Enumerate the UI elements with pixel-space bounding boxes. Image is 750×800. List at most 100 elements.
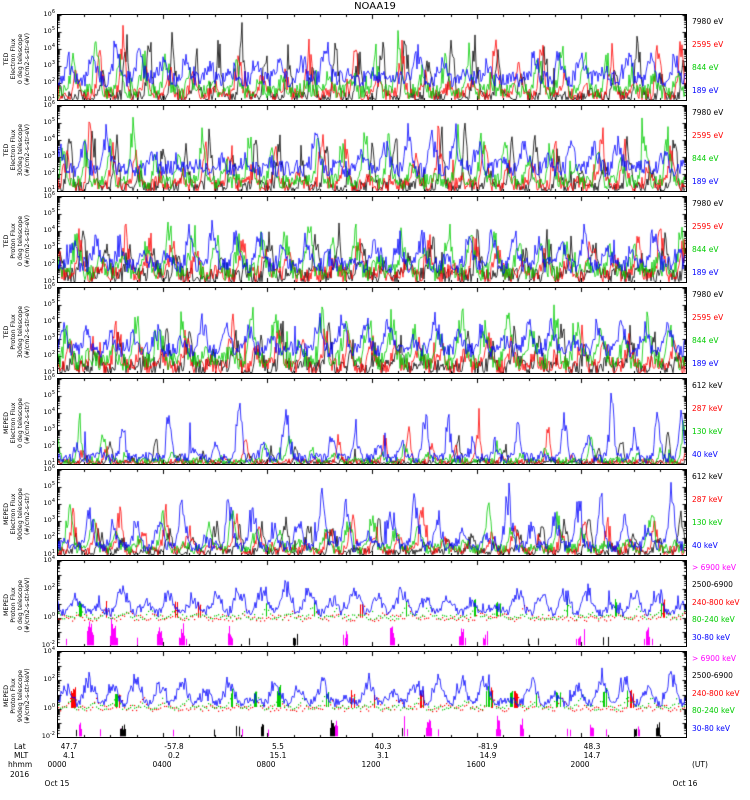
y-tick-label: 104 — [43, 225, 55, 235]
y-axis-label: MEPED Electron Flux 0 deg telescope (#/cm2-… — [0, 377, 34, 468]
y-tick-label: 105 — [43, 481, 55, 491]
y-tick-label: 105 — [43, 117, 55, 127]
mlt-value: 14.7 — [583, 751, 601, 760]
y-tick-labels: 106 105 104 103 102 101 — [34, 100, 57, 195]
legend-entry: 30-80 keV — [692, 632, 730, 642]
legend-entry: 2595 eV — [692, 222, 724, 232]
hhmm-tick: 1200 — [361, 760, 381, 769]
y-tick-label: 102 — [43, 532, 55, 542]
date-right-label: Oct 16 — [672, 779, 698, 788]
y-axis-label-line: Electron Flux — [9, 402, 17, 443]
y-axis-label-line: 0 deg telescope — [17, 579, 24, 630]
panel-ted-electron-30deg: TED Electron Flux 30deg telescope (#/cm2-s-… — [0, 100, 750, 195]
plot-canvas-ted-electron-0deg — [58, 15, 686, 100]
y-tick-label: 103 — [43, 242, 55, 252]
plot-canvas-meped-electron-90deg — [58, 470, 686, 555]
legend-entry: 240-800 keV — [692, 688, 740, 698]
y-axis-label-line: 0 deg telescope — [17, 33, 24, 84]
y-tick-label: 104 — [43, 316, 55, 326]
y-tick-labels: 106 105 104 103 102 101 — [34, 282, 57, 377]
legend-entry: 844 eV — [692, 154, 719, 164]
y-tick-label: 106 — [43, 100, 55, 110]
y-tick-label: 103 — [43, 151, 55, 161]
y-tick-label: 105 — [43, 208, 55, 218]
hhmm-tick: 1600 — [466, 760, 486, 769]
y-axis-label-line: MEPED — [2, 411, 10, 434]
y-axis-label-line: Proton Flux — [9, 586, 17, 623]
legend-entry: 7980 eV — [692, 17, 724, 26]
y-tick-label: 106 — [43, 282, 55, 292]
plot-canvas-ted-proton-30deg — [58, 288, 686, 373]
y-axis-label-line: 30deg telescope — [17, 305, 24, 358]
y-tick-label: 101 — [43, 458, 55, 468]
y-axis-label-line: (#/cm2-s-str-keV) — [24, 667, 32, 724]
y-axis-label-line: (#/cm2-s-str) — [24, 492, 32, 535]
y-axis-label-line: Proton Flux — [9, 313, 17, 350]
y-tick-labels: 104 102 100 10-2 — [34, 556, 57, 650]
y-axis-label-line: (#/cm2-s-str-eV) — [24, 214, 32, 267]
legend-entry: 844 eV — [692, 245, 719, 255]
y-tick-label: 106 — [43, 464, 55, 474]
y-axis-label-line: Electron Flux — [9, 129, 17, 170]
panel-ted-electron-0deg: TED Electron Flux 0 deg telescope (#/cm2-s-… — [0, 9, 750, 104]
y-axis-label-line: TED — [2, 52, 10, 65]
y-tick-label: 106 — [43, 9, 55, 19]
legend-entry: 7980 eV — [692, 290, 724, 299]
legend: 7980 eV 2595 eV 844 eV 189 eV — [687, 195, 749, 282]
lat-value: 40.3 — [374, 742, 392, 751]
y-axis-label-line: 90deg telescope — [17, 487, 24, 540]
y-axis-label-line: TED — [2, 143, 10, 156]
legend-entry: 240-800 keV — [692, 597, 740, 607]
mlt-value: 14.9 — [479, 751, 497, 760]
legend-entry: > 6900 keV — [692, 654, 736, 663]
y-tick-label: 100 — [43, 702, 55, 712]
y-tick-label: 106 — [43, 373, 55, 383]
hhmm-tick: 0400 — [152, 760, 172, 769]
y-axis-label-line: (#/cm2-s-str-eV) — [24, 123, 32, 176]
y-tick-label: 103 — [43, 515, 55, 525]
y-tick-label: 104 — [43, 134, 55, 144]
legend-entry: 7980 eV — [692, 108, 724, 117]
time-units-label: (UT) — [692, 760, 708, 769]
legend-entry: 2595 eV — [692, 313, 724, 323]
panel-meped-electron-0deg: MEPED Electron Flux 0 deg telescope (#/cm2-… — [0, 373, 750, 468]
legend-entry: 189 eV — [692, 268, 719, 278]
y-tick-label: 104 — [43, 646, 55, 656]
hhmm-tick: 0800 — [256, 760, 276, 769]
y-axis-label-line: MEPED — [2, 593, 10, 616]
legend-entry: 80-240 keV — [692, 706, 735, 716]
legend: > 6900 keV 2500-6900 240-800 keV 80-240 keV… — [687, 559, 749, 646]
y-tick-label: 102 — [43, 259, 55, 269]
plot-canvas-ted-proton-0deg — [58, 197, 686, 282]
y-tick-label: 102 — [43, 350, 55, 360]
mlt-row-label: MLT — [14, 751, 29, 760]
y-tick-label: 105 — [43, 26, 55, 36]
panel-meped-proton-90deg: MEPED Proton Flux 90deg telescope (#/cm2-s-… — [0, 646, 750, 741]
y-axis-label-line: MEPED — [2, 684, 10, 707]
chart-title: NOAA19 — [354, 1, 396, 12]
y-tick-labels: 104 102 100 10-2 — [34, 646, 57, 741]
y-axis-label-line: (#/cm2-s-str-eV) — [24, 305, 32, 358]
y-tick-label: 102 — [43, 77, 55, 87]
legend-entry: 844 eV — [692, 336, 719, 346]
y-axis-label-line: Electron Flux — [9, 38, 17, 79]
legend-entry: 2500-6900 — [692, 671, 733, 681]
y-tick-label: 105 — [43, 390, 55, 400]
y-tick-label: 103 — [43, 424, 55, 434]
legend: 7980 eV 2595 eV 844 eV 189 eV — [687, 13, 749, 100]
y-tick-label: 101 — [43, 367, 55, 377]
legend: 612 keV 287 keV 130 keV 40 keV — [687, 468, 749, 555]
mlt-value: 3.1 — [377, 751, 389, 760]
plot-area — [57, 14, 687, 101]
y-axis-label-line: TED — [2, 325, 10, 338]
plot-area — [57, 378, 687, 465]
legend-entry: 130 keV — [692, 518, 723, 528]
legend-entry: 40 keV — [692, 450, 718, 460]
y-tick-label: 102 — [43, 583, 55, 593]
date-left-label: Oct 15 — [44, 779, 70, 788]
y-tick-label: 101 — [43, 549, 55, 559]
plot-canvas-meped-electron-0deg — [58, 379, 686, 464]
mlt-value: 4.1 — [63, 751, 75, 760]
legend-entry: 189 eV — [692, 177, 719, 187]
